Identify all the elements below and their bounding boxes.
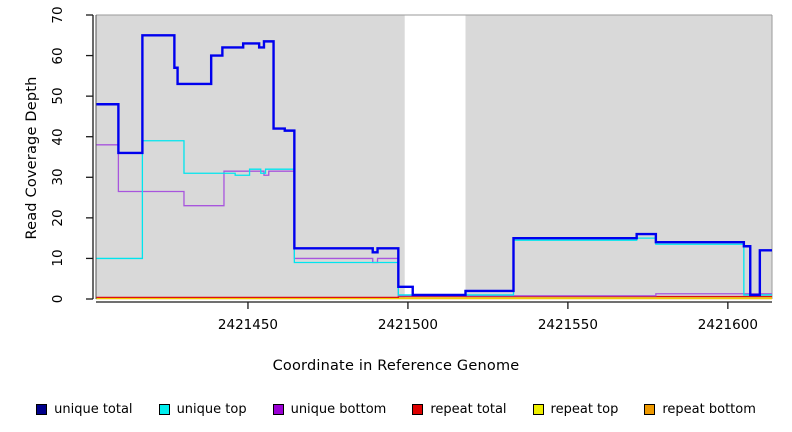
legend-swatch-icon	[412, 403, 424, 415]
legend-item-unique-total: unique total	[36, 401, 133, 417]
legend-label: repeat bottom	[662, 401, 756, 417]
shaded-region-0	[96, 15, 405, 299]
series-line-repeat-total	[96, 295, 772, 299]
legend-label: unique total	[54, 401, 133, 417]
y-tick-label: 50	[50, 87, 66, 105]
legend-swatch-icon	[272, 403, 284, 415]
shaded-region-1	[465, 15, 772, 299]
y-tick-label: 10	[50, 249, 66, 268]
chart-legend: unique total unique top unique bottom repea…	[0, 398, 792, 420]
legend-item-repeat-top: repeat top	[532, 401, 619, 417]
y-tick-label: 70	[50, 6, 66, 24]
legend-label: unique bottom	[290, 401, 387, 417]
y-tick-label: 30	[50, 168, 66, 186]
y-tick-label: 20	[50, 209, 66, 227]
legend-label: unique top	[176, 401, 247, 417]
y-tick-label: 60	[50, 46, 66, 65]
legend-item-unique-top: unique top	[158, 401, 247, 417]
legend-item-repeat-total: repeat total	[412, 401, 507, 417]
y-tick-label: 40	[50, 128, 66, 146]
legend-item-unique-bottom: unique bottom	[272, 401, 387, 417]
x-tick-label: 2421550	[537, 317, 598, 333]
legend-swatch-icon	[158, 403, 170, 415]
legend-label: repeat total	[430, 401, 507, 417]
legend-label: repeat top	[550, 401, 619, 417]
legend-item-repeat-bottom: repeat bottom	[644, 402, 756, 417]
x-axis-title: Coordinate in Reference Genome	[272, 358, 520, 374]
series-line-unique-total	[96, 34, 772, 297]
x-tick-label: 2421450	[217, 317, 279, 333]
legend-swatch-icon	[644, 403, 656, 415]
legend-swatch-icon	[532, 403, 544, 415]
legend-swatch-icon	[36, 403, 48, 415]
x-tick-label: 2421600	[697, 317, 758, 333]
y-axis-title: Read Coverage Depth	[24, 76, 40, 240]
y-tick-label: 0	[50, 294, 66, 304]
x-tick-label: 2421500	[377, 317, 438, 333]
series-group	[96, 34, 772, 300]
